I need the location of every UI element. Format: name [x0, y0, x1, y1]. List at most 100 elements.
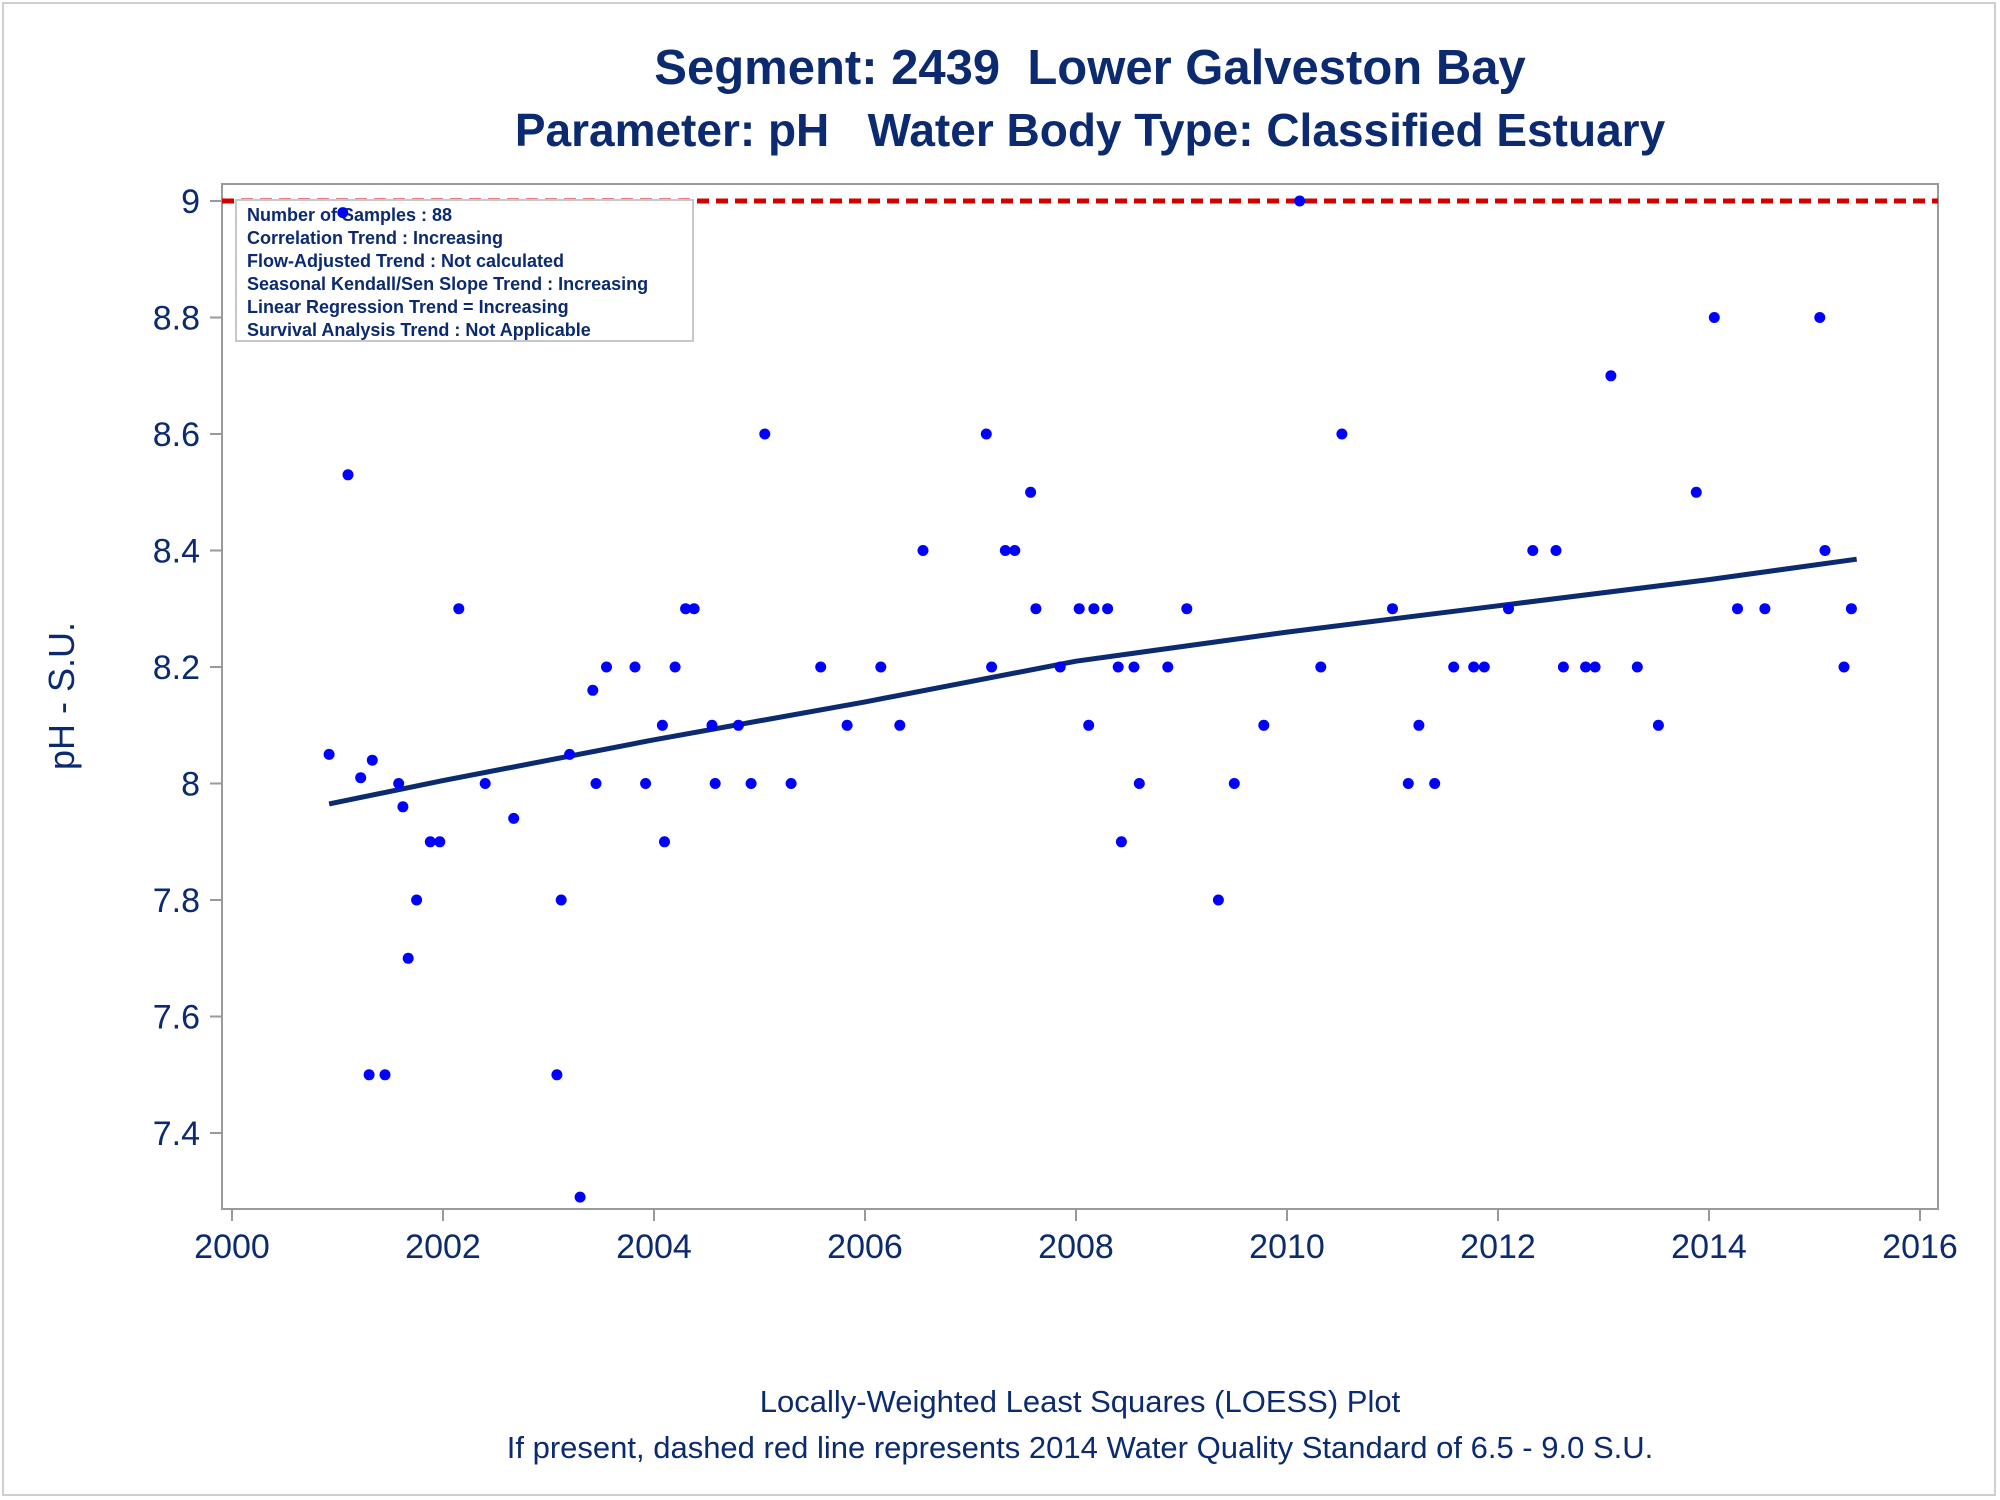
data-point: [785, 778, 797, 789]
stats-inset-line: Flow-Adjusted Trend : Not calculated: [247, 251, 564, 271]
y-tick-label: 8.2: [153, 649, 200, 687]
data-point: [411, 894, 423, 906]
x-tick-label: 2010: [1249, 1228, 1325, 1266]
data-point: [551, 1069, 563, 1081]
data-point: [1527, 545, 1539, 556]
data-point: [363, 1069, 375, 1081]
data-points: [323, 195, 1857, 1203]
x-tick-label: 2004: [616, 1228, 692, 1266]
plot-area: [221, 183, 1939, 1210]
data-point: [1133, 778, 1145, 789]
x-tick-label: 2000: [194, 1228, 270, 1266]
data-point: [379, 1069, 391, 1081]
data-point: [656, 719, 668, 731]
data-point: [640, 778, 652, 789]
data-point: [1814, 312, 1826, 323]
data-point: [366, 754, 378, 766]
data-point: [1294, 195, 1306, 207]
data-point: [424, 836, 436, 848]
data-point: [1102, 603, 1114, 615]
loess-trend-line: [328, 556, 1858, 807]
data-point: [1009, 545, 1021, 556]
chart-subtitle: Parameter: pH Water Body Type: Classifie…: [515, 104, 1666, 156]
data-point: [337, 207, 349, 219]
y-tick-label: 7.6: [153, 999, 200, 1037]
data-point: [1478, 661, 1490, 673]
data-point: [1162, 661, 1174, 673]
data-point: [1468, 661, 1480, 673]
data-point: [355, 772, 367, 784]
y-tick-label: 7.4: [153, 1115, 200, 1153]
data-point: [894, 719, 906, 731]
y-tick-label: 8.6: [153, 416, 200, 454]
data-point: [1690, 486, 1702, 498]
data-point: [917, 545, 929, 556]
stats-inset-box: [235, 199, 694, 342]
data-point: [397, 801, 409, 813]
data-point: [1115, 836, 1127, 848]
data-point: [1605, 370, 1617, 382]
stats-inset-line: Correlation Trend : Increasing: [247, 228, 503, 248]
data-point: [587, 684, 599, 696]
data-point: [1550, 545, 1562, 556]
data-point: [1128, 661, 1140, 673]
y-tick-label: 8: [181, 766, 200, 804]
stats-inset-line: Survival Analysis Trend : Not Applicable: [247, 320, 591, 340]
data-point: [1580, 661, 1592, 673]
data-point: [1212, 894, 1224, 906]
data-point: [1387, 603, 1398, 615]
stats-inset: Number of Samples : 88 Correlation Trend …: [235, 199, 694, 342]
data-point: [434, 836, 446, 848]
data-point: [1819, 545, 1831, 556]
data-point: [574, 1191, 586, 1203]
data-point: [709, 778, 721, 789]
data-point: [759, 428, 771, 440]
data-point: [629, 661, 641, 673]
data-point: [1336, 428, 1348, 440]
data-point: [980, 428, 992, 440]
footnote-line: If present, dashed red line represents 2…: [507, 1430, 1654, 1465]
data-point: [479, 778, 491, 789]
data-point: [1845, 603, 1857, 615]
data-point: [1073, 603, 1085, 615]
data-point: [1228, 778, 1240, 789]
y-tick-label: 9: [181, 183, 200, 221]
x-tick-label: 2016: [1882, 1228, 1958, 1266]
data-point: [1054, 661, 1066, 673]
data-point: [688, 603, 700, 615]
data-point: [393, 778, 405, 789]
footnote-line: Locally-Weighted Least Squares (LOESS) P…: [760, 1384, 1401, 1419]
data-point: [1112, 661, 1124, 673]
data-point: [1838, 661, 1850, 673]
chart-title: Segment: 2439 Lower Galveston Bay: [654, 41, 1525, 95]
stats-inset-line: Seasonal Kendall/Sen Slope Trend : Incre…: [247, 274, 648, 294]
data-point: [1503, 603, 1514, 615]
data-point: [1448, 661, 1460, 673]
data-point: [508, 812, 520, 824]
data-point: [659, 836, 670, 848]
data-point: [1258, 719, 1270, 731]
x-tick-label: 2006: [827, 1228, 903, 1266]
data-point: [1402, 778, 1414, 789]
x-tick-label: 2012: [1460, 1228, 1536, 1266]
data-point: [1652, 719, 1664, 731]
data-point: [1088, 603, 1100, 615]
x-tick-label: 2014: [1671, 1228, 1747, 1266]
y-axis-label: pH - S.U.: [41, 622, 82, 770]
data-point: [815, 661, 827, 673]
data-point: [680, 603, 692, 615]
data-point: [323, 748, 335, 760]
data-point: [1732, 603, 1743, 615]
data-point: [1759, 603, 1771, 615]
data-point: [601, 661, 612, 673]
x-tick-label: 2008: [1038, 1228, 1114, 1266]
data-point: [1030, 603, 1042, 615]
axis-ticks: 2000 2002 2004 2006 2008 2010 2012 2014 2016 7.4 7…: [153, 183, 1958, 1266]
stats-inset-line: Linear Regression Trend = Increasing: [247, 297, 569, 317]
data-point: [555, 894, 567, 906]
data-point: [1315, 661, 1327, 673]
data-point: [1589, 661, 1601, 673]
data-point: [986, 661, 998, 673]
data-point: [564, 748, 576, 760]
